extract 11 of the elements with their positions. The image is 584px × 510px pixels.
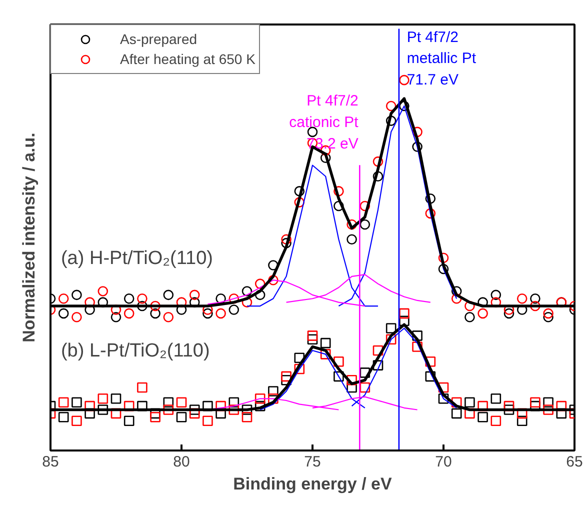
x-tick-label: 85 [42,454,59,470]
x-tick-label: 75 [304,454,321,470]
legend-label: After heating at 650 K [120,51,256,67]
x-axis-title: Binding energy / eV [233,474,393,494]
annotation: (a) H-Pt/TiO₂(110) [60,248,213,269]
legend-label: As-prepared [120,31,198,47]
x-tick-label: 65 [566,454,583,470]
annotation: (b) L-Pt/TiO₂(110) [60,340,210,362]
x-tick-label: 70 [435,454,452,470]
y-axis-title: Normalized intensity / a.u. [20,132,38,342]
x-tick-label: 80 [173,454,190,470]
